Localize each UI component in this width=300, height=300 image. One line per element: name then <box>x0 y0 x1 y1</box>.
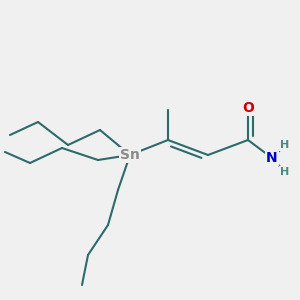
Text: O: O <box>242 101 254 115</box>
Text: H: H <box>280 167 290 177</box>
Text: N: N <box>266 151 278 165</box>
Text: H: H <box>280 140 290 150</box>
Text: Sn: Sn <box>120 148 140 162</box>
